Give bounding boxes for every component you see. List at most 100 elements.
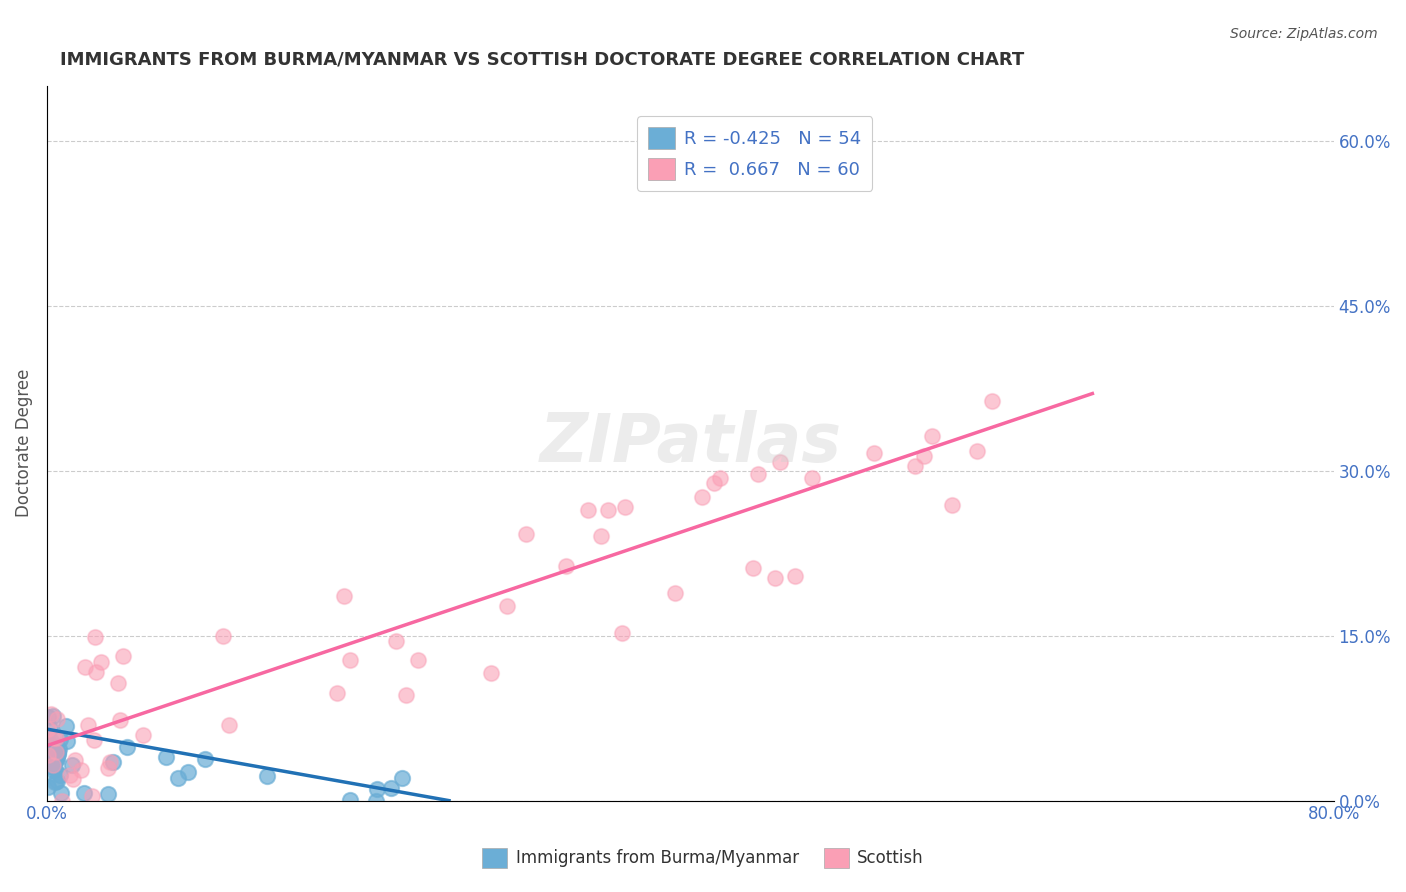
Point — [37, 747, 59, 762]
Point — [747, 467, 769, 481]
Point — [41, 759, 63, 773]
Point — [332, 589, 354, 603]
Point — [709, 470, 731, 484]
Point — [166, 771, 188, 785]
Point — [326, 686, 349, 700]
Point — [132, 728, 155, 742]
Point — [39, 721, 62, 735]
Point — [578, 503, 600, 517]
Point — [366, 781, 388, 796]
Point — [38, 758, 60, 772]
Point — [366, 794, 388, 808]
Point — [37, 780, 59, 795]
Point — [46, 752, 69, 766]
Point — [44, 762, 66, 776]
Point — [44, 740, 66, 755]
Point — [966, 444, 988, 458]
Point — [42, 764, 65, 778]
Point — [921, 428, 943, 442]
Point — [97, 788, 120, 802]
Point — [339, 793, 361, 807]
Point — [56, 734, 79, 748]
Point — [41, 758, 63, 772]
Point — [103, 755, 125, 769]
Point — [741, 560, 763, 574]
Point — [55, 719, 77, 733]
Point — [800, 471, 823, 485]
Point — [709, 470, 731, 484]
Point — [110, 714, 132, 728]
Point — [97, 788, 120, 802]
Point — [45, 746, 67, 760]
Point — [111, 648, 134, 663]
Point — [763, 571, 786, 585]
Point — [35, 752, 58, 766]
Point — [37, 734, 59, 748]
Point — [132, 728, 155, 742]
Point — [515, 526, 537, 541]
Point — [155, 750, 177, 764]
Point — [256, 769, 278, 783]
Point — [44, 751, 66, 765]
Point — [41, 709, 63, 723]
Point — [596, 503, 619, 517]
Point — [212, 629, 235, 643]
Point — [610, 625, 633, 640]
Point — [49, 786, 72, 800]
Point — [41, 754, 63, 768]
Point — [107, 676, 129, 690]
Point — [912, 449, 935, 463]
Point — [38, 736, 60, 750]
Point — [45, 731, 67, 746]
Point — [763, 571, 786, 585]
Point — [48, 741, 70, 756]
Point — [48, 747, 70, 762]
Point — [73, 786, 96, 800]
Point — [366, 794, 388, 808]
Point — [49, 768, 72, 782]
Point — [45, 746, 67, 760]
Point — [46, 774, 69, 789]
Point — [44, 775, 66, 789]
Point — [98, 755, 121, 769]
Point — [768, 455, 790, 469]
Point — [256, 769, 278, 783]
Point — [44, 775, 66, 789]
Point — [42, 756, 65, 771]
Point — [177, 765, 200, 780]
Point — [394, 688, 416, 702]
Point — [48, 741, 70, 756]
Legend: R = -0.425   N = 54, R =  0.667   N = 60: R = -0.425 N = 54, R = 0.667 N = 60 — [637, 116, 872, 191]
Point — [981, 393, 1004, 408]
Point — [783, 569, 806, 583]
Point — [941, 499, 963, 513]
Point — [62, 772, 84, 786]
Point — [904, 459, 927, 474]
Point — [73, 659, 96, 673]
Point — [84, 630, 107, 644]
Point — [555, 559, 578, 574]
Point — [614, 500, 637, 514]
Point — [481, 666, 503, 681]
Point — [664, 586, 686, 600]
Point — [46, 752, 69, 766]
Point — [41, 759, 63, 773]
Point — [380, 780, 402, 795]
Point — [385, 633, 408, 648]
Point — [45, 743, 67, 757]
Point — [496, 599, 519, 613]
Point — [406, 653, 429, 667]
Point — [664, 586, 686, 600]
Point — [90, 655, 112, 669]
Point — [41, 754, 63, 768]
Point — [97, 762, 120, 776]
Point — [783, 569, 806, 583]
Point — [45, 731, 67, 746]
Point — [37, 751, 59, 765]
Point — [37, 751, 59, 765]
Point — [84, 665, 107, 679]
Point — [614, 500, 637, 514]
Point — [84, 665, 107, 679]
Point — [38, 738, 60, 752]
Point — [46, 746, 69, 760]
